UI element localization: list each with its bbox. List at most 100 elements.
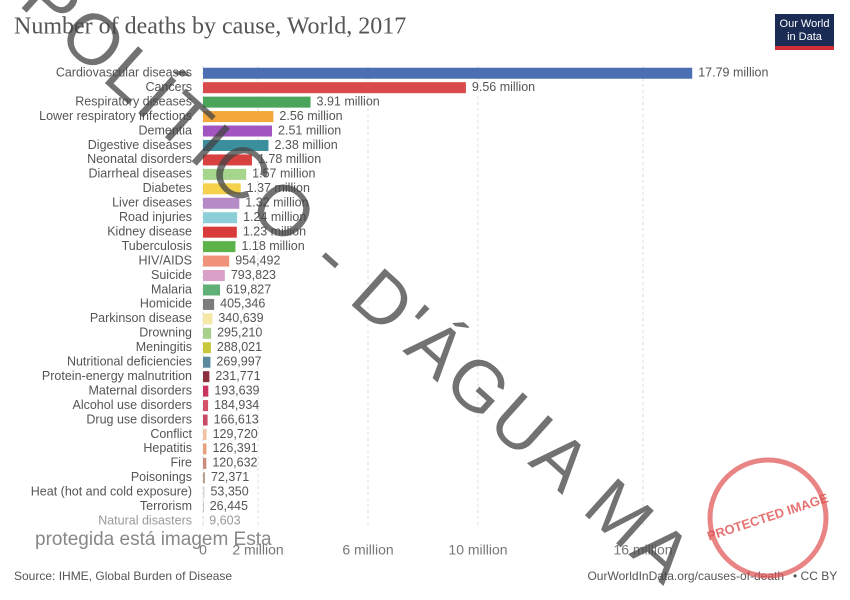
y-tick-label: Road injuries	[119, 210, 192, 224]
logo-stripe	[775, 46, 834, 50]
license: • CC BY	[793, 569, 837, 583]
y-tick-label: Respiratory diseases	[75, 94, 192, 108]
value-label: 126,391	[212, 441, 257, 455]
value-label: 120,632	[212, 456, 257, 470]
bar	[203, 428, 207, 440]
bar	[203, 400, 209, 412]
y-tick-label: Protein-energy malnutrition	[42, 369, 192, 383]
y-tick-label: HIV/AIDS	[139, 253, 193, 267]
logo-text: Our World	[780, 18, 830, 30]
value-label: 1.37 million	[247, 181, 310, 195]
x-tick-label: 0	[199, 542, 207, 558]
chart-title: Number of deaths by cause, World, 2017	[14, 14, 406, 40]
y-tick-label: Suicide	[151, 268, 192, 282]
value-label: 231,771	[215, 369, 260, 383]
value-label: 26,445	[210, 499, 248, 513]
bar	[203, 255, 230, 267]
bar	[203, 241, 236, 253]
value-label: 72,371	[211, 470, 249, 484]
y-tick-label: Drug use disorders	[86, 412, 192, 426]
y-tick-label: Digestive diseases	[88, 138, 192, 152]
value-label: 1.23 million	[243, 224, 306, 238]
x-tick-label: 2 million	[232, 542, 283, 558]
stamp	[707, 457, 829, 579]
value-label: 1.57 million	[252, 167, 315, 181]
bar	[203, 284, 221, 296]
value-label: 619,827	[226, 282, 271, 296]
y-tick-label: Nutritional deficiencies	[67, 355, 192, 369]
value-label: 2.56 million	[279, 109, 342, 123]
value-label: 2.51 million	[278, 123, 341, 137]
y-tick-label: Fire	[170, 456, 192, 470]
bar	[203, 356, 211, 368]
y-tick-label: Natural disasters	[98, 513, 192, 527]
value-label: 1.24 million	[243, 210, 306, 224]
bar	[203, 111, 274, 123]
y-tick-label: Parkinson disease	[90, 311, 192, 325]
value-label: 340,639	[218, 311, 263, 325]
value-label: 9,603	[209, 513, 240, 527]
bar	[203, 486, 205, 498]
y-tick-label: Drowning	[139, 326, 192, 340]
value-label: 129,720	[213, 427, 258, 441]
value-label: 1.32 million	[245, 196, 308, 210]
value-label: 288,021	[217, 340, 262, 354]
bar	[203, 139, 269, 151]
y-tick-label: Malaria	[151, 282, 192, 296]
x-tick-label: 6 million	[342, 542, 393, 558]
y-tick-label: Hepatitis	[143, 441, 192, 455]
y-tick-label: Tuberculosis	[122, 239, 192, 253]
bar	[203, 67, 693, 79]
footer-link[interactable]: OurWorldInData.org/causes-of-death	[587, 569, 784, 583]
bar	[203, 226, 237, 238]
value-label: 3.91 million	[317, 94, 380, 108]
logo-box	[775, 14, 834, 50]
y-tick-label: Lower respiratory infections	[39, 109, 192, 123]
value-label: 1.78 million	[258, 152, 321, 166]
bar	[203, 197, 240, 209]
bar	[203, 212, 238, 224]
bar	[203, 168, 247, 180]
value-label: 295,210	[217, 326, 262, 340]
bar	[203, 443, 207, 455]
bar	[203, 154, 252, 166]
value-label: 793,823	[231, 268, 276, 282]
bar	[203, 96, 311, 108]
bar	[203, 82, 466, 94]
y-tick-label: Homicide	[140, 297, 192, 311]
y-tick-label: Neonatal disorders	[87, 152, 192, 166]
y-tick-label: Kidney disease	[107, 224, 192, 238]
value-label: 184,934	[214, 398, 259, 412]
logo-text: in Data	[787, 31, 823, 43]
y-tick-label: Cardiovascular diseases	[56, 66, 192, 80]
value-label: 954,492	[235, 253, 280, 267]
value-label: 9.56 million	[472, 80, 535, 94]
source: Source: IHME, Global Burden of Disease	[14, 569, 232, 583]
y-tick-label: Diabetes	[143, 181, 192, 195]
y-tick-label: Cancers	[145, 80, 192, 94]
value-label: 269,997	[216, 355, 261, 369]
value-label: 193,639	[214, 383, 259, 397]
y-tick-label: Heat (hot and cold exposure)	[31, 485, 192, 499]
bar	[203, 298, 215, 310]
y-tick-label: Alcohol use disorders	[72, 398, 192, 412]
value-label: 2.38 million	[274, 138, 337, 152]
x-tick-label: 10 million	[448, 542, 507, 558]
bar	[203, 501, 204, 513]
bar	[203, 457, 207, 469]
x-tick-label: 16 million	[613, 542, 672, 558]
bar	[203, 371, 210, 383]
y-tick-label: Conflict	[150, 427, 192, 441]
bar	[203, 125, 273, 137]
value-label: 17.79 million	[698, 66, 768, 80]
y-tick-label: Meningitis	[136, 340, 192, 354]
plot: 0 2 million 6 million 10 million 16 million C…	[31, 66, 769, 558]
value-label: 405,346	[220, 297, 265, 311]
bar	[203, 270, 225, 282]
value-label: 1.18 million	[241, 239, 304, 253]
bar	[203, 385, 209, 397]
bar	[203, 414, 208, 426]
y-tick-label: Maternal disorders	[88, 383, 192, 397]
y-tick-label: Diarrheal diseases	[88, 167, 192, 181]
